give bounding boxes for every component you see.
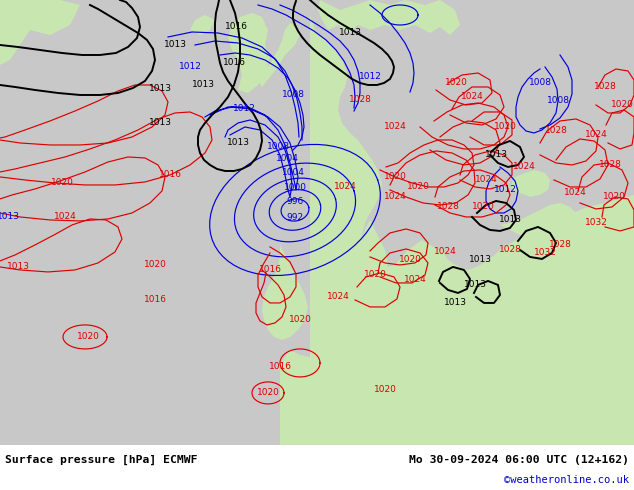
- Text: 1016: 1016: [224, 23, 247, 31]
- Text: 1020: 1020: [611, 100, 633, 109]
- Text: 1020: 1020: [288, 316, 311, 324]
- Text: 1013: 1013: [226, 139, 250, 147]
- Text: 1028: 1028: [598, 160, 621, 170]
- Text: 1024: 1024: [404, 275, 427, 285]
- Polygon shape: [360, 220, 388, 287]
- Polygon shape: [428, 250, 452, 290]
- Text: 1028: 1028: [545, 126, 567, 135]
- Text: 1004: 1004: [281, 169, 304, 177]
- Text: 1020: 1020: [363, 270, 387, 279]
- Text: 1024: 1024: [513, 163, 535, 172]
- Text: 1024: 1024: [327, 293, 349, 301]
- Polygon shape: [310, 0, 634, 445]
- Text: 1028: 1028: [349, 96, 372, 104]
- Polygon shape: [280, 350, 634, 445]
- Text: 1013: 1013: [498, 216, 522, 224]
- Text: 1024: 1024: [54, 213, 76, 221]
- Text: 1013: 1013: [444, 298, 467, 307]
- Polygon shape: [318, 0, 460, 35]
- Text: Surface pressure [hPa] ECMWF: Surface pressure [hPa] ECMWF: [5, 455, 198, 465]
- Text: 1024: 1024: [384, 122, 406, 131]
- Text: 1008: 1008: [266, 143, 290, 151]
- Text: 1013: 1013: [164, 41, 186, 49]
- Text: 1020: 1020: [602, 193, 625, 201]
- Text: 996: 996: [287, 197, 304, 206]
- Text: 1024: 1024: [564, 189, 586, 197]
- Text: 992: 992: [287, 214, 304, 222]
- Text: 1012: 1012: [359, 73, 382, 81]
- Polygon shape: [262, 245, 308, 340]
- Text: 1000: 1000: [283, 183, 306, 193]
- Polygon shape: [500, 203, 582, 247]
- Text: 1020: 1020: [373, 386, 396, 394]
- Text: 1020: 1020: [493, 122, 517, 131]
- Text: 1008: 1008: [529, 78, 552, 88]
- Text: ©weatheronline.co.uk: ©weatheronline.co.uk: [504, 475, 629, 485]
- Text: 1020: 1020: [257, 389, 280, 397]
- Text: 1008: 1008: [281, 91, 304, 99]
- Polygon shape: [228, 13, 270, 93]
- Text: 1012: 1012: [493, 186, 517, 195]
- Text: 1012: 1012: [233, 104, 256, 114]
- Text: 1028: 1028: [593, 82, 616, 92]
- Text: 1024: 1024: [585, 130, 607, 140]
- Text: 1020: 1020: [51, 178, 74, 188]
- Text: 1013: 1013: [469, 255, 491, 265]
- Text: 1004: 1004: [276, 154, 299, 164]
- Text: 1028: 1028: [548, 241, 571, 249]
- Text: 1008: 1008: [547, 97, 569, 105]
- Text: 1020: 1020: [384, 172, 406, 181]
- Text: 1016: 1016: [259, 266, 281, 274]
- Text: 1020: 1020: [406, 182, 429, 192]
- Text: 1013: 1013: [339, 28, 361, 38]
- Text: 1013: 1013: [463, 280, 486, 290]
- Text: 1012: 1012: [179, 63, 202, 72]
- Text: 1013: 1013: [191, 80, 214, 90]
- Text: 1013: 1013: [148, 84, 172, 94]
- Text: 1013: 1013: [148, 119, 172, 127]
- Text: 1016: 1016: [269, 363, 292, 371]
- Polygon shape: [258, 23, 300, 87]
- Text: 1024: 1024: [475, 175, 498, 184]
- Text: 1024: 1024: [434, 247, 456, 256]
- Polygon shape: [190, 15, 215, 35]
- Text: 1028: 1028: [498, 245, 521, 254]
- Text: 1020: 1020: [472, 202, 495, 212]
- Text: 1013: 1013: [484, 150, 507, 159]
- Text: 1020: 1020: [399, 255, 422, 265]
- Text: 1024: 1024: [333, 182, 356, 192]
- Text: 1020: 1020: [143, 261, 167, 270]
- Text: 1020: 1020: [444, 78, 467, 88]
- Text: 1032: 1032: [585, 219, 607, 227]
- Text: 1013: 1013: [0, 213, 20, 221]
- Text: 1016: 1016: [223, 58, 245, 68]
- Text: 1032: 1032: [534, 248, 557, 257]
- Text: 1016: 1016: [143, 295, 167, 304]
- Text: 1024: 1024: [461, 93, 483, 101]
- Text: Mo 30-09-2024 06:00 UTC (12+162): Mo 30-09-2024 06:00 UTC (12+162): [409, 455, 629, 465]
- Polygon shape: [0, 0, 80, 65]
- Text: 1013: 1013: [6, 263, 30, 271]
- Text: 1028: 1028: [437, 202, 460, 212]
- Text: 1024: 1024: [384, 193, 406, 201]
- Text: 1016: 1016: [158, 171, 181, 179]
- Text: 1020: 1020: [77, 332, 100, 342]
- Polygon shape: [510, 170, 550, 197]
